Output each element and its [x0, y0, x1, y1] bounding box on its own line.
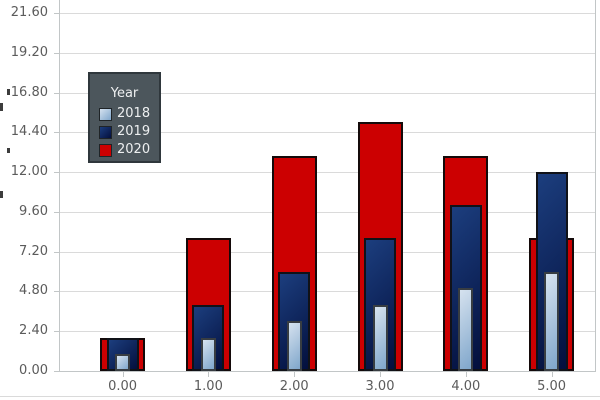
y-axis-label: 0.00 [19, 363, 48, 378]
y-axis-tick [54, 132, 60, 134]
y-axis-tick [54, 92, 60, 94]
gridline [60, 371, 596, 372]
bar-2018-cat-0.00 [115, 354, 131, 371]
y-axis-title-fragment [0, 191, 3, 198]
x-axis-label: 2.00 [279, 379, 309, 394]
x-axis-tick [294, 371, 296, 377]
x-axis-tick [208, 371, 210, 377]
x-axis-label: 4.00 [451, 379, 481, 394]
legend-items: 2018 2019 2020 [90, 106, 159, 158]
y-axis-label: 7.20 [19, 243, 48, 259]
gridline [60, 251, 596, 253]
y-axis-tick [54, 371, 60, 372]
x-axis-tick [551, 371, 553, 377]
y-axis-label: 21.60 [10, 5, 48, 20]
y-axis-tick [54, 211, 60, 213]
gridline [60, 211, 596, 213]
legend: Year 2018 2019 2020 [88, 72, 161, 163]
x-axis-tick [122, 371, 124, 377]
y-axis-label: 12.00 [10, 164, 48, 180]
bar-2018-cat-3.00 [372, 304, 388, 371]
y-axis-tick [54, 52, 60, 54]
y-axis-label: 14.40 [10, 124, 48, 140]
y-axis-line [59, 0, 60, 371]
gridline [60, 52, 596, 54]
legend-item-2018: 2018 [99, 106, 159, 122]
x-axis-label: 5.00 [537, 379, 567, 394]
gridline [60, 13, 596, 14]
x-axis-label: 3.00 [365, 379, 395, 394]
gridline [60, 291, 596, 293]
chart-bottom-border [0, 396, 600, 397]
y-axis-title-fragment [0, 103, 3, 111]
y-axis-title-fragment [7, 89, 10, 95]
legend-swatch-2018 [99, 107, 112, 121]
legend-item-2019: 2019 [99, 124, 159, 140]
y-axis-label: 4.80 [19, 283, 48, 299]
bar-2018-cat-1.00 [200, 337, 216, 371]
y-axis-tick [54, 172, 60, 174]
legend-label: 2020 [117, 142, 151, 157]
x-axis-label: 0.00 [108, 379, 138, 394]
bar-2018-cat-5.00 [544, 271, 560, 371]
y-axis-label: 9.60 [19, 203, 48, 219]
y-axis-tick [54, 291, 60, 293]
legend-label: 2018 [117, 106, 151, 121]
y-axis-label: 16.80 [10, 84, 48, 100]
gridline [60, 132, 596, 134]
legend-title: Year [110, 86, 139, 101]
x-axis-label: 1.00 [193, 379, 223, 394]
bar-2018-cat-2.00 [286, 321, 302, 371]
y-axis-tick [54, 13, 60, 14]
y-axis-label: 19.20 [10, 44, 48, 60]
legend-swatch-2020 [99, 143, 112, 157]
bar-2018-cat-4.00 [458, 288, 474, 371]
x-axis-tick [465, 371, 467, 377]
gridline [60, 331, 596, 333]
legend-item-2020: 2020 [99, 142, 159, 158]
y-axis-title-fragment [7, 148, 10, 153]
x-axis-tick [380, 371, 381, 377]
gridline [60, 172, 596, 174]
y-axis-tick [54, 251, 60, 253]
y-axis-label: 2.40 [19, 323, 48, 339]
y-axis-tick [54, 331, 60, 333]
gridline [60, 92, 596, 94]
legend-swatch-2019 [99, 125, 112, 139]
legend-label: 2019 [117, 124, 151, 139]
plot-right-border [595, 0, 596, 371]
